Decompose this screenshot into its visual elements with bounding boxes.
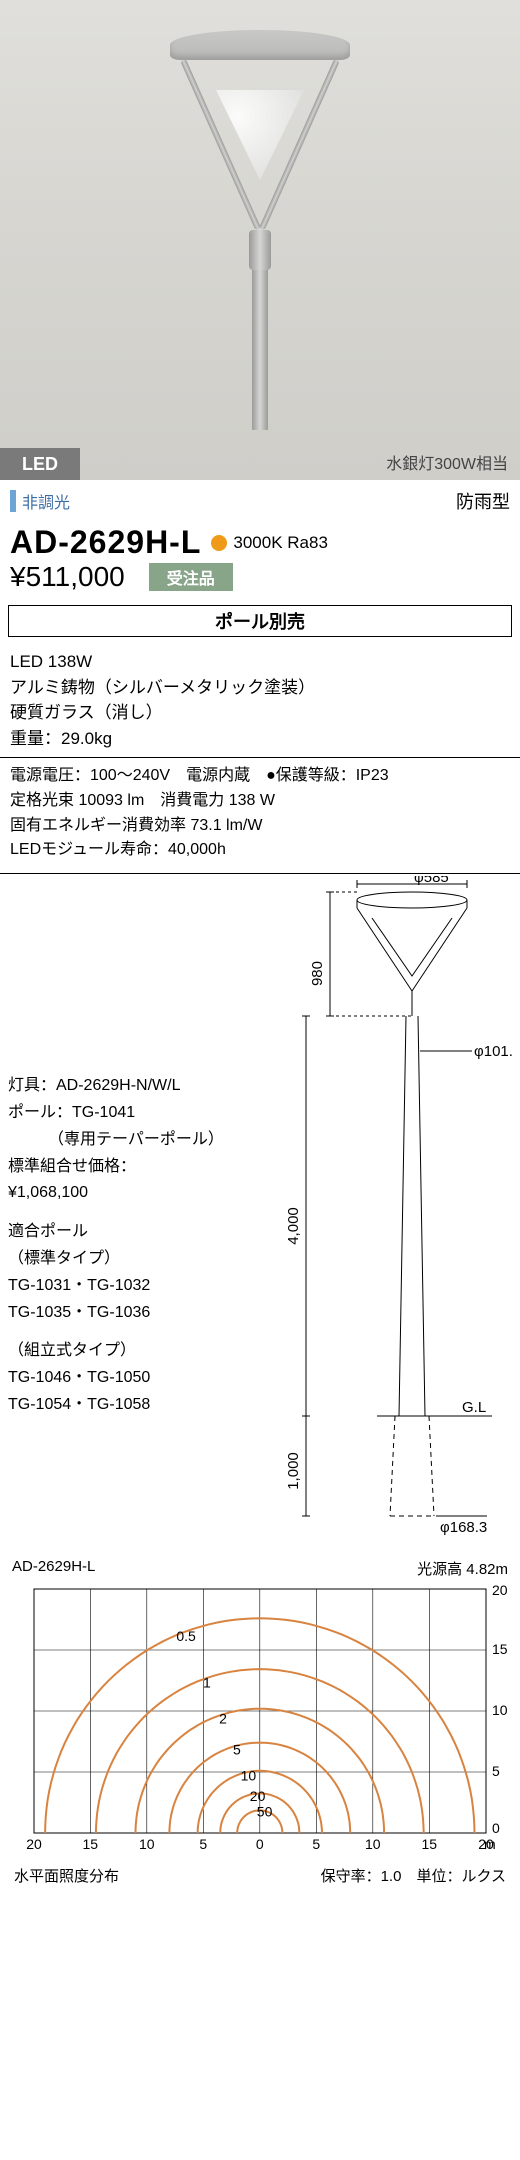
diagram-text-block: 灯具：AD-2629H-N/W/L ポール：TG-1041 （専用テーパーポール… [8, 884, 268, 1418]
svg-text:15: 15 [83, 1836, 99, 1852]
product-photo: LED 水銀灯300W相当 [0, 0, 520, 480]
svg-text:φ585: φ585 [414, 876, 449, 886]
svg-text:φ101.6: φ101.6 [474, 1043, 512, 1060]
spec-line: LED 138W [10, 649, 510, 675]
svg-text:G.L: G.L [462, 1399, 486, 1416]
spec-line: アルミ鋳物（シルバーメタリック塗装） [10, 675, 510, 701]
svg-text:2: 2 [219, 1711, 227, 1727]
diagram-line: ¥1,068,100 [8, 1181, 268, 1206]
spec-line: 定格光束 10093 lm 消費電力 138 W [10, 789, 510, 814]
svg-text:20: 20 [26, 1836, 42, 1852]
svg-text:10: 10 [492, 1702, 508, 1718]
svg-text:10: 10 [139, 1836, 155, 1852]
spec-block-2: 電源電圧：100～240V 電源内蔵 ●保護等級：IP23 定格光束 10093… [0, 758, 520, 874]
diagram-line: TG-1035・TG-1036 [8, 1301, 268, 1326]
lux-source-height: 光源高 4.82m [417, 1558, 508, 1579]
svg-text:5: 5 [199, 1836, 207, 1852]
lux-title: 水平面照度分布 [14, 1865, 119, 1886]
svg-text:0.5: 0.5 [176, 1628, 196, 1644]
order-badge: 受注品 [149, 563, 233, 591]
spec-line: 電源電圧：100～240V 電源内蔵 ●保護等級：IP23 [10, 764, 510, 789]
diagram-line: TG-1031・TG-1032 [8, 1274, 268, 1299]
diagram-line: 灯具：AD-2629H-N/W/L [8, 1074, 268, 1099]
svg-text:980: 980 [309, 961, 326, 986]
accent-bar [10, 490, 16, 512]
lamp-illustration [170, 30, 350, 430]
svg-text:1: 1 [203, 1675, 211, 1691]
lux-note: 保守率：1.0 単位：ルクス [321, 1865, 506, 1886]
subheader-row: 非調光 防雨型 [0, 480, 520, 520]
diagram-line: 適合ポール [8, 1220, 268, 1245]
svg-text:4,000: 4,000 [285, 1207, 302, 1245]
dimming-label: 非調光 [22, 489, 70, 513]
spec-block-1: LED 138W アルミ鋳物（シルバーメタリック塗装） 硬質ガラス（消し） 重量… [0, 643, 520, 758]
pole-separate-box: ポール別売 [8, 605, 512, 637]
lux-model: AD-2629H-L [12, 1558, 95, 1579]
svg-text:0: 0 [492, 1820, 500, 1836]
dimension-diagram-area: φ585 980 4,000 1,000 φ101.6 G.L φ168.3 灯… [0, 874, 520, 1554]
svg-text:50: 50 [257, 1804, 273, 1820]
svg-text:5: 5 [312, 1836, 320, 1852]
diagram-line: TG-1054・TG-1058 [8, 1393, 268, 1418]
spec-line: 硬質ガラス（消し） [10, 700, 510, 726]
diagram-line: （標準タイプ） [8, 1247, 268, 1272]
lux-distribution-area: AD-2629H-L 光源高 4.82m 201510505101520 201… [0, 1554, 520, 1894]
spec-line: 固有エネルギー消費効率 73.1 lm/W [10, 814, 510, 839]
dimension-diagram: φ585 980 4,000 1,000 φ101.6 G.L φ168.3 [262, 876, 512, 1536]
svg-text:m: m [484, 1836, 496, 1852]
svg-text:0: 0 [256, 1836, 264, 1852]
svg-text:20: 20 [250, 1788, 266, 1804]
svg-text:1,000: 1,000 [285, 1452, 302, 1490]
svg-text:10: 10 [241, 1767, 257, 1783]
svg-text:20: 20 [492, 1583, 508, 1598]
svg-text:15: 15 [422, 1836, 438, 1852]
rainproof-label: 防雨型 [456, 488, 510, 514]
svg-text:5: 5 [492, 1763, 500, 1779]
diagram-line: ポール：TG-1041 [8, 1101, 268, 1126]
svg-text:φ168.3: φ168.3 [440, 1519, 487, 1536]
price-value: ¥511,000 [10, 561, 125, 593]
diagram-line: 標準組合せ価格： [8, 1155, 268, 1180]
diagram-line: （専用テーパーポール） [8, 1128, 268, 1153]
model-number: AD-2629H-L [10, 524, 201, 561]
diagram-line: TG-1046・TG-1050 [8, 1366, 268, 1391]
price-row: ¥511,000 受注品 [0, 561, 520, 599]
svg-text:10: 10 [365, 1836, 381, 1852]
spec-line: 重量：29.0kg [10, 726, 510, 752]
spec-line: LEDモジュール寿命：40,000h [10, 838, 510, 863]
model-row: AD-2629H-L 3000K Ra83 [0, 520, 520, 561]
color-temp-label: 3000K Ra83 [233, 533, 328, 553]
diagram-line: （組立式タイプ） [8, 1339, 268, 1364]
led-badge: LED [0, 448, 80, 480]
color-dot [211, 535, 227, 551]
svg-text:5: 5 [233, 1742, 241, 1758]
lux-chart: 201510505101520 20151050 0.5125102050 m [8, 1583, 512, 1863]
svg-text:15: 15 [492, 1641, 508, 1657]
equivalent-label: 水銀灯300W相当 [386, 450, 508, 474]
